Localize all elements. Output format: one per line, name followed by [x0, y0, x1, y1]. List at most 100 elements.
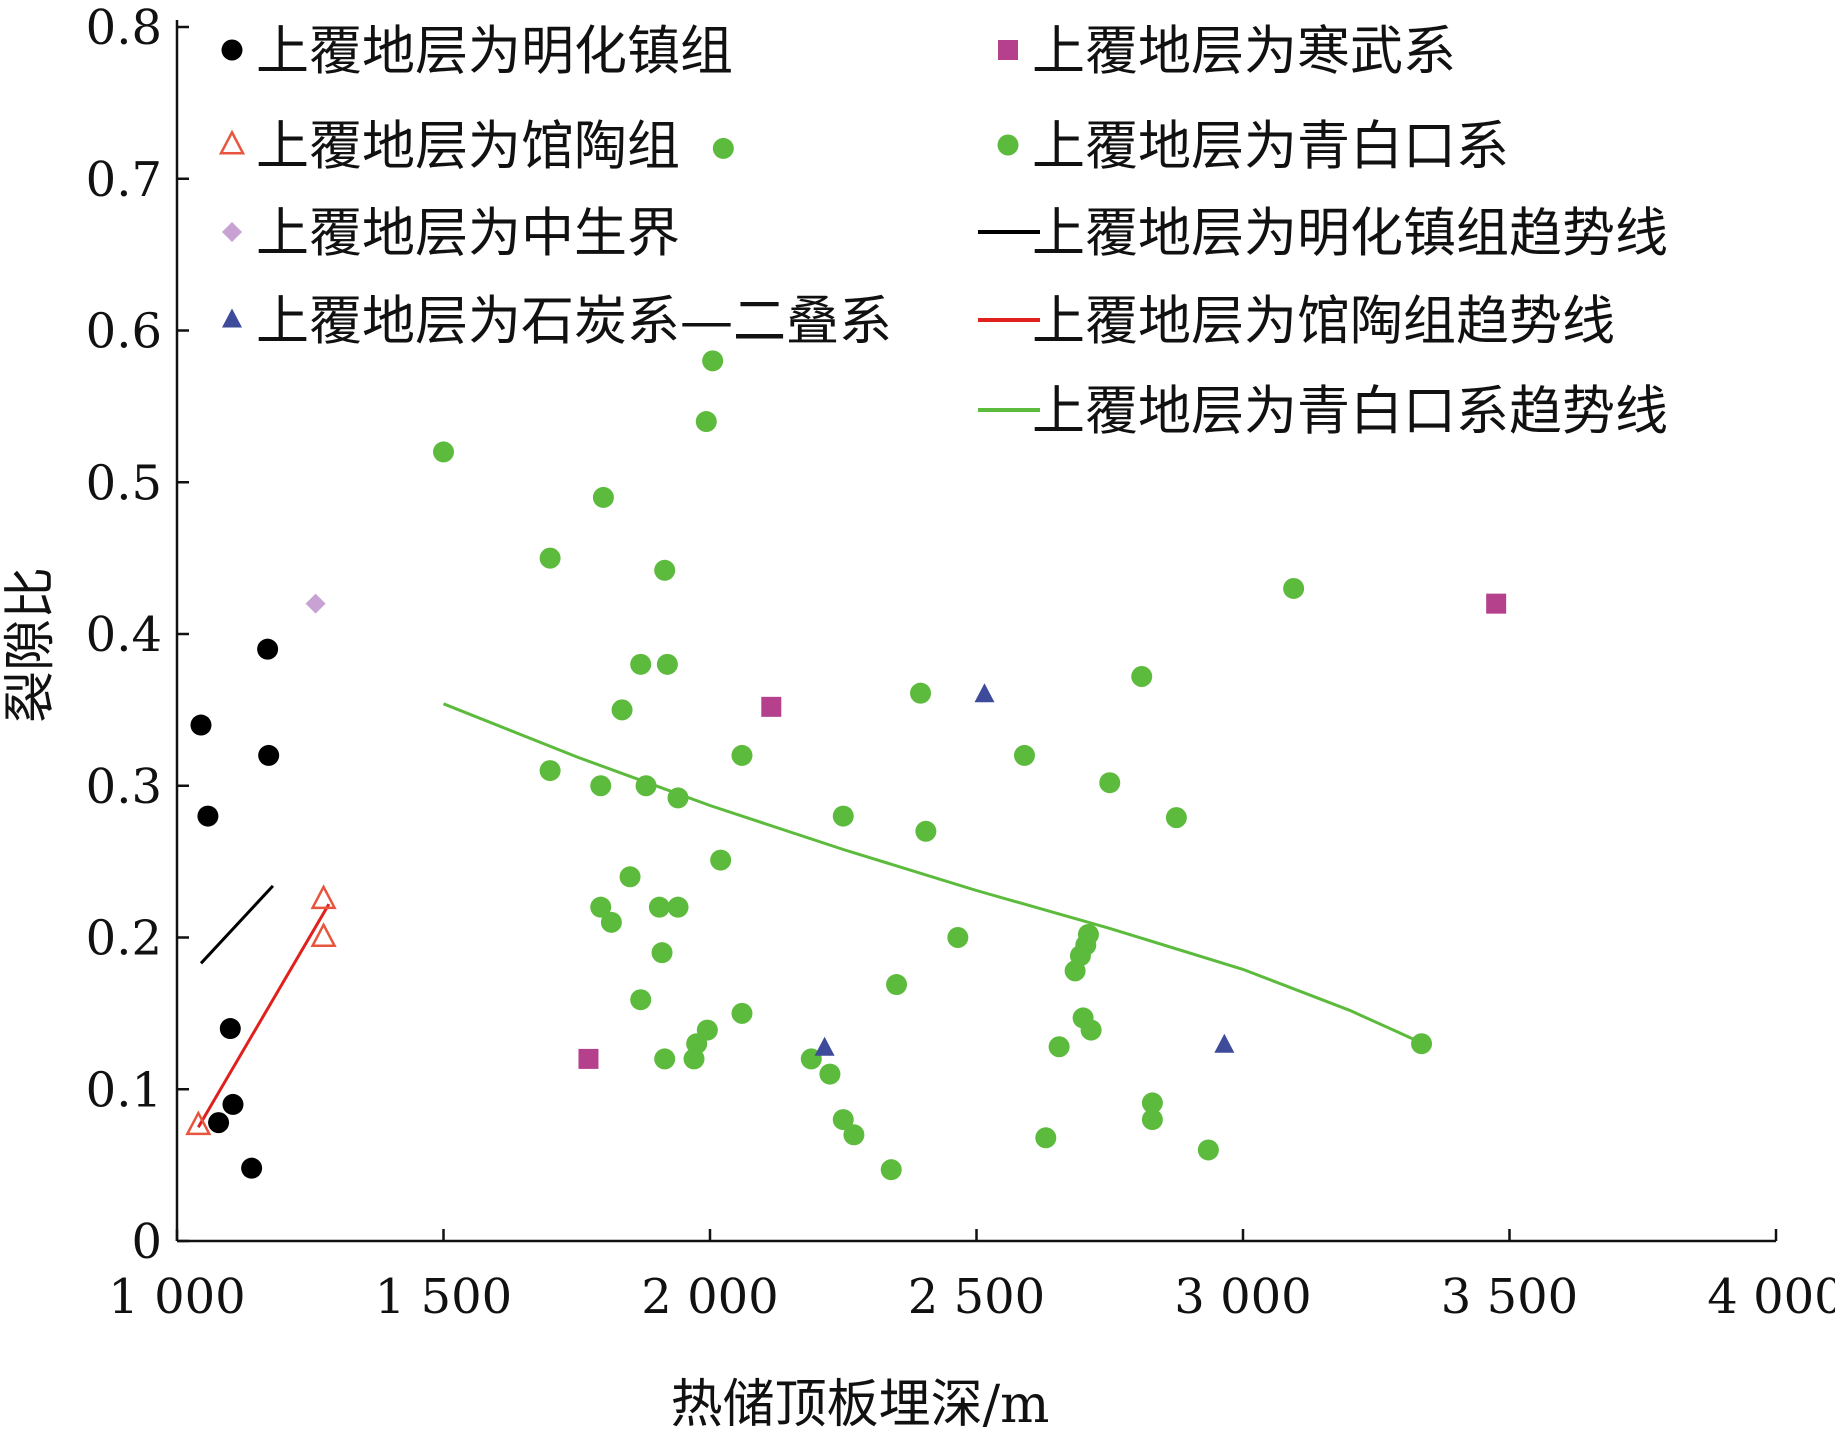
data-point	[731, 1002, 753, 1024]
legend-label: 上覆地层为石炭系—二叠系	[256, 291, 892, 352]
legend-label: 上覆地层为青白口系	[1032, 116, 1509, 177]
x-axis-label: 热储顶板埋深/m	[671, 1375, 1050, 1435]
data-markers	[185, 137, 1507, 1181]
data-point	[648, 896, 670, 918]
y-ticks: 0 0.1 0.2 0.3 0.4 0.5 0.6 0.7 0.8	[86, 0, 189, 1270]
data-point	[310, 884, 337, 910]
legend-marker	[222, 308, 242, 328]
data-point	[590, 775, 612, 797]
data-point	[712, 137, 734, 159]
legend-label: 上覆地层为中生界	[256, 203, 680, 264]
legend-label: 上覆地层为寒武系	[1032, 21, 1456, 82]
data-point	[832, 1109, 854, 1131]
data-point	[592, 486, 614, 508]
data-point	[656, 653, 678, 675]
y-tick-label: 0.4	[86, 607, 162, 663]
legend-label: 上覆地层为明化镇组趋势线	[1032, 203, 1668, 264]
data-point	[947, 927, 969, 948]
data-point	[1283, 577, 1305, 599]
y-tick-label: 0.3	[86, 759, 162, 815]
x-tick-label: 1 000	[108, 1269, 245, 1325]
data-point	[1214, 1033, 1235, 1053]
data-point	[1486, 593, 1507, 614]
data-point	[539, 760, 561, 782]
data-point	[1035, 1127, 1057, 1149]
data-point	[635, 775, 657, 797]
data-point	[702, 350, 724, 372]
x-tick-label: 2 500	[908, 1269, 1045, 1325]
y-tick-label: 0.2	[86, 911, 162, 967]
data-point	[843, 1124, 865, 1146]
data-point	[190, 714, 212, 736]
legend-marker	[997, 134, 1019, 156]
data-point	[915, 820, 937, 842]
data-point	[761, 696, 782, 717]
x-tick-label: 2 000	[641, 1269, 778, 1325]
y-tick-label: 0	[131, 1214, 162, 1270]
trend-line	[197, 903, 331, 1128]
data-point	[578, 1048, 599, 1069]
data-point	[611, 699, 633, 721]
legend-label: 上覆地层为馆陶组趋势线	[1032, 291, 1615, 352]
data-point	[974, 683, 995, 703]
data-point	[257, 638, 279, 660]
x-tick-label: 1 500	[375, 1269, 512, 1325]
data-point	[185, 1110, 212, 1136]
data-point	[654, 559, 676, 581]
data-point	[630, 989, 652, 1011]
data-point	[600, 911, 622, 933]
data-point	[1080, 1019, 1102, 1041]
data-point	[814, 1036, 835, 1056]
data-point	[710, 849, 732, 871]
data-point	[667, 896, 689, 918]
data-point	[910, 682, 932, 704]
trend-lines	[197, 702, 1415, 1128]
data-point	[219, 1018, 241, 1040]
data-point	[886, 974, 908, 996]
data-point	[222, 1093, 244, 1115]
legend-label: 上覆地层为青白口系趋势线	[1032, 381, 1668, 442]
data-point	[1141, 1109, 1163, 1131]
x-tick-label: 3 000	[1174, 1269, 1311, 1325]
data-point	[208, 1112, 230, 1134]
data-point	[832, 805, 854, 827]
data-point	[305, 593, 326, 614]
trend-line	[442, 702, 1415, 1041]
x-tick-label: 3 500	[1441, 1269, 1578, 1325]
data-point	[683, 1048, 705, 1070]
data-point	[667, 787, 689, 809]
legend-label: 上覆地层为明化镇组	[256, 21, 733, 82]
data-point	[241, 1157, 263, 1179]
y-axis-label: 裂隙比	[1, 567, 61, 723]
legend-label: 上覆地层为馆陶组	[256, 116, 680, 177]
y-tick-label: 0.8	[86, 0, 162, 56]
data-point	[1165, 807, 1187, 829]
x-tick-label: 4 000	[1707, 1269, 1835, 1325]
data-point	[1048, 1036, 1070, 1058]
legend-marker	[222, 222, 242, 242]
legend-marker	[218, 129, 246, 155]
x-ticks: 1 000 1 500 2 000 2 500 3 000 3 500 4 000	[108, 1229, 1835, 1325]
y-tick-label: 0.5	[86, 455, 162, 511]
data-point	[731, 744, 753, 766]
data-point	[695, 411, 717, 433]
legend-marker	[998, 40, 1018, 60]
data-point	[433, 441, 454, 463]
data-point	[1064, 960, 1086, 982]
data-point	[1099, 772, 1121, 794]
data-point	[619, 866, 641, 888]
data-point	[819, 1063, 841, 1085]
data-point	[1197, 1139, 1219, 1161]
data-point	[654, 1048, 676, 1070]
y-tick-label: 0.6	[86, 304, 162, 360]
legend-marker	[221, 39, 243, 61]
data-point	[1141, 1092, 1163, 1114]
data-point	[1411, 1033, 1433, 1055]
y-tick-label: 0.1	[86, 1062, 162, 1118]
data-point	[1131, 665, 1153, 687]
data-point	[539, 547, 561, 569]
y-tick-label: 0.7	[86, 152, 162, 208]
data-point	[880, 1159, 902, 1181]
